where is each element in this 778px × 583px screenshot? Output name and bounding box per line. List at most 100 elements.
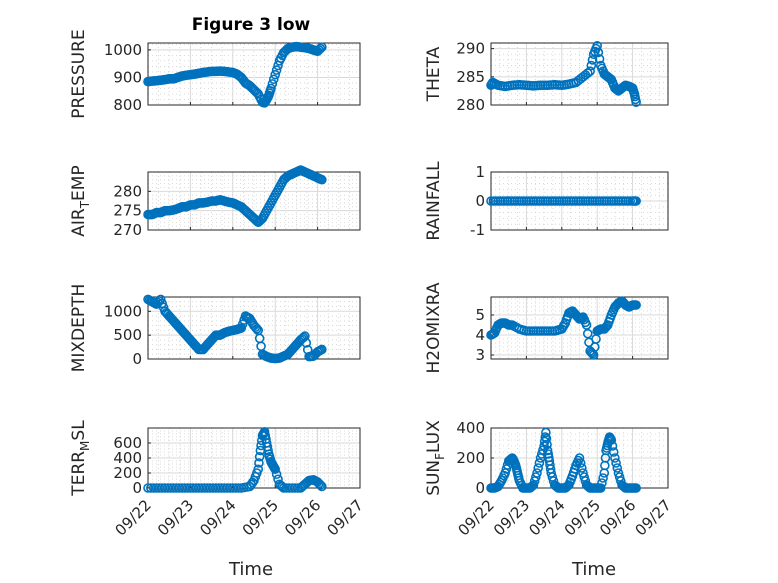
data-point — [300, 331, 310, 341]
y-tick-label: 5 — [475, 306, 485, 324]
y-tick-label: 1 — [475, 163, 485, 181]
x-tick-label: 09/23 — [154, 496, 197, 539]
data-point — [252, 323, 262, 334]
y-tick-label: 0 — [475, 479, 485, 497]
data-point — [581, 320, 592, 330]
x-tick-label: 09/27 — [632, 496, 675, 539]
plot-frame — [490, 296, 669, 360]
x-tick-label: 09/27 — [324, 496, 367, 539]
y-tick-label: 280 — [113, 182, 142, 200]
data-point — [254, 458, 264, 468]
plot-frame — [147, 42, 361, 106]
y-tick-label: 500 — [113, 326, 142, 344]
data-point — [263, 445, 273, 456]
data-point — [582, 328, 593, 339]
data-point — [293, 483, 303, 493]
data-point — [586, 60, 597, 71]
panel-h2omixra: 3 4 5 H2OMIXRA — [424, 282, 669, 374]
data-point — [595, 483, 606, 493]
data-point — [541, 433, 552, 444]
data-point — [267, 79, 278, 89]
data-point — [253, 464, 264, 475]
data-point — [154, 296, 165, 306]
data-point — [534, 458, 545, 468]
data-point — [597, 478, 607, 488]
data-point — [608, 447, 619, 457]
panel-theta: 280 285 290 THETA — [424, 40, 669, 114]
panel-pressure: 800 900 1000 PRESSURE — [69, 29, 361, 119]
y-tick-label: 0 — [475, 192, 485, 210]
x-tick-label: 09/24 — [525, 496, 568, 539]
data-point — [298, 332, 309, 343]
data-point — [582, 68, 593, 78]
y-tick-label: 3 — [475, 346, 485, 364]
data-point — [266, 83, 276, 94]
y-tick-label: 4 — [475, 326, 485, 344]
data-point — [587, 55, 598, 65]
y-tick-label: 285 — [456, 68, 485, 86]
y-tick-label: 1000 — [104, 41, 142, 59]
x-axis-label-right: Time — [571, 559, 616, 580]
data-point — [631, 97, 641, 107]
data-point — [575, 458, 586, 468]
y-tick-label: 0 — [132, 479, 142, 497]
x-tick-label: 09/25 — [561, 496, 604, 539]
y-axis-label: MIXDEPTH — [69, 284, 89, 373]
x-tick-label: 09/23 — [490, 496, 533, 539]
y-tick-label: 400 — [113, 449, 142, 467]
y-tick-label: 270 — [113, 221, 142, 239]
data-point — [268, 74, 279, 85]
plot-frame — [490, 42, 669, 106]
y-tick-label: 200 — [113, 464, 142, 482]
x-tick-label: 09/26 — [596, 496, 639, 539]
data-point — [543, 449, 554, 459]
y-tick-label: 0 — [132, 350, 142, 368]
data-point — [270, 464, 281, 475]
data-point — [271, 469, 282, 480]
x-tick-label: 09/25 — [239, 496, 282, 539]
y-axis-label: RAINFALL — [424, 161, 444, 241]
data-point — [314, 478, 324, 489]
data-point — [532, 468, 542, 478]
figure-title: Figure 3 low — [192, 15, 311, 35]
data-point — [542, 439, 552, 450]
data-point — [317, 481, 327, 492]
plot-frame — [147, 296, 361, 360]
data-point — [631, 483, 641, 493]
x-axis-label-left: Time — [228, 559, 273, 580]
data-point — [276, 480, 286, 491]
data-point — [271, 65, 282, 75]
y-tick-label: 200 — [456, 449, 485, 467]
x-tick-label: 09/26 — [281, 496, 324, 539]
data-point — [270, 69, 281, 80]
data-point — [301, 338, 312, 348]
plot-frame — [147, 171, 361, 231]
y-tick-label: 290 — [456, 40, 485, 58]
data-point — [317, 344, 327, 355]
data-point — [317, 42, 327, 52]
y-tick-label: 400 — [456, 419, 485, 437]
y-axis-label: THETA — [424, 46, 444, 102]
data-point — [574, 453, 585, 463]
data-point — [631, 196, 641, 206]
y-axis-label: SUNFLUX — [424, 420, 447, 496]
data-point — [601, 321, 612, 332]
data-point — [254, 451, 265, 462]
y-axis-label: AIRTEMP — [69, 165, 92, 236]
data-point — [612, 463, 623, 473]
data-point — [577, 463, 587, 473]
y-tick-label: 280 — [456, 96, 485, 114]
x-tick-label: 09/22 — [112, 496, 155, 539]
x-tick-label: 09/24 — [196, 496, 239, 539]
data-point — [531, 472, 541, 482]
panel-mixdepth: 0 500 1000 MIXDEPTH — [69, 284, 361, 373]
y-tick-label: 800 — [113, 96, 142, 114]
data-point — [631, 300, 641, 310]
data-point — [533, 463, 544, 473]
data-point — [606, 435, 617, 445]
data-point — [593, 47, 604, 58]
data-point — [541, 427, 551, 438]
data-point — [607, 441, 618, 451]
